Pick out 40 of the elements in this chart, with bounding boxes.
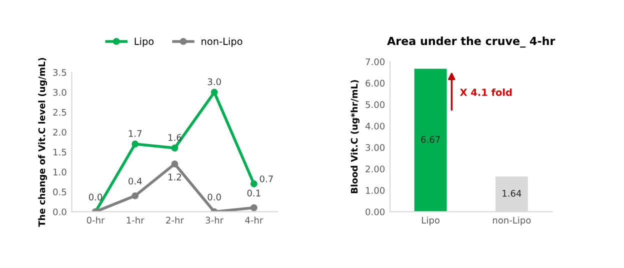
data-label: 1.6	[168, 134, 182, 141]
annotation: X 4.1 fold	[460, 88, 512, 96]
data-label: 0.7	[260, 175, 273, 182]
y-tick-label: 6.00	[366, 80, 385, 87]
y-tick-label: 2.5	[53, 108, 66, 116]
legend-label: non-Lipo	[202, 37, 242, 47]
chart-title: Area under the cruve_ 4-hr	[387, 36, 556, 48]
y-tick-label: 3.5	[53, 69, 66, 76]
y-tick-label: 1.00	[366, 187, 385, 194]
data-label: 0.0	[208, 194, 221, 200]
data-label: 0.0	[88, 194, 102, 200]
data-label: 3.0	[208, 78, 221, 86]
y-tick-label: 2.00	[366, 166, 385, 172]
y-tick-label: 2.0	[53, 128, 66, 136]
x-tick-label: 0-hr	[86, 216, 105, 224]
data-label: 0.4	[128, 178, 142, 185]
x-tick-label: 4-hr	[245, 216, 264, 224]
y-tick-label: 0.5	[53, 188, 66, 196]
legend-label: Lipo	[134, 37, 154, 47]
y-tick-label: 1.0	[54, 168, 66, 176]
x-tick-label: 1-hr	[126, 216, 144, 224]
y-tick-label: 1.5	[54, 148, 66, 156]
y-tick-label: 7.00	[366, 58, 385, 66]
y-tick-label: 3.00	[366, 144, 385, 151]
data-label: 1.64	[502, 190, 522, 197]
y-tick-label: 0.0	[53, 208, 66, 216]
y-axis-title: Blood Vit.C (ug*hr/mL)	[350, 80, 360, 194]
data-label: 1.2	[168, 174, 181, 180]
y-tick-label: 3.0	[53, 89, 66, 96]
y-tick-label: 5.00	[366, 101, 385, 108]
data-label: 6.67	[421, 136, 440, 143]
x-tick-label: non-Lipo	[492, 216, 531, 226]
y-axis-title: The change of Vit.C level (ug/mL)	[38, 58, 47, 227]
y-tick-label: 4.00	[365, 122, 385, 130]
data-label: 0.1	[247, 190, 260, 196]
x-tick-label: 2-hr	[166, 216, 184, 224]
data-label: 1.7	[128, 130, 142, 137]
x-tick-label: Lipo	[422, 216, 440, 226]
x-tick-label: 3-hr	[206, 216, 224, 224]
y-tick-label: 0.00	[366, 208, 385, 216]
